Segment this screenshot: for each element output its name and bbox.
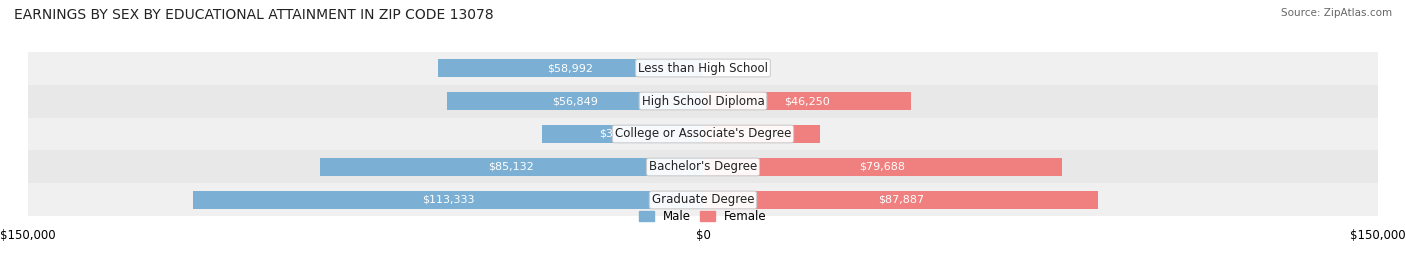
Text: College or Associate's Degree: College or Associate's Degree — [614, 128, 792, 140]
Text: Bachelor's Degree: Bachelor's Degree — [650, 161, 756, 173]
Bar — [28, 51, 1378, 84]
Text: Less than High School: Less than High School — [638, 62, 768, 75]
Text: $79,688: $79,688 — [859, 162, 905, 172]
Text: $85,132: $85,132 — [489, 162, 534, 172]
Text: $0: $0 — [711, 63, 725, 73]
Bar — [703, 158, 1062, 176]
Legend: Male, Female: Male, Female — [634, 205, 772, 228]
Bar — [28, 151, 1378, 184]
Bar — [28, 84, 1378, 117]
Bar — [28, 117, 1378, 151]
Text: $35,848: $35,848 — [599, 129, 645, 139]
Bar — [193, 191, 703, 209]
Text: $58,992: $58,992 — [547, 63, 593, 73]
Bar — [541, 125, 703, 143]
Text: $56,849: $56,849 — [553, 96, 598, 106]
Text: Graduate Degree: Graduate Degree — [652, 193, 754, 206]
Bar — [703, 92, 911, 110]
Bar — [28, 184, 1378, 217]
Bar — [447, 92, 703, 110]
Bar — [703, 125, 820, 143]
Text: $25,994: $25,994 — [738, 129, 785, 139]
Text: $113,333: $113,333 — [422, 195, 474, 205]
Text: Source: ZipAtlas.com: Source: ZipAtlas.com — [1281, 8, 1392, 18]
Bar — [321, 158, 703, 176]
Bar — [703, 191, 1098, 209]
Bar — [437, 59, 703, 77]
Text: EARNINGS BY SEX BY EDUCATIONAL ATTAINMENT IN ZIP CODE 13078: EARNINGS BY SEX BY EDUCATIONAL ATTAINMEN… — [14, 8, 494, 22]
Text: $87,887: $87,887 — [877, 195, 924, 205]
Text: High School Diploma: High School Diploma — [641, 95, 765, 107]
Text: $46,250: $46,250 — [785, 96, 830, 106]
